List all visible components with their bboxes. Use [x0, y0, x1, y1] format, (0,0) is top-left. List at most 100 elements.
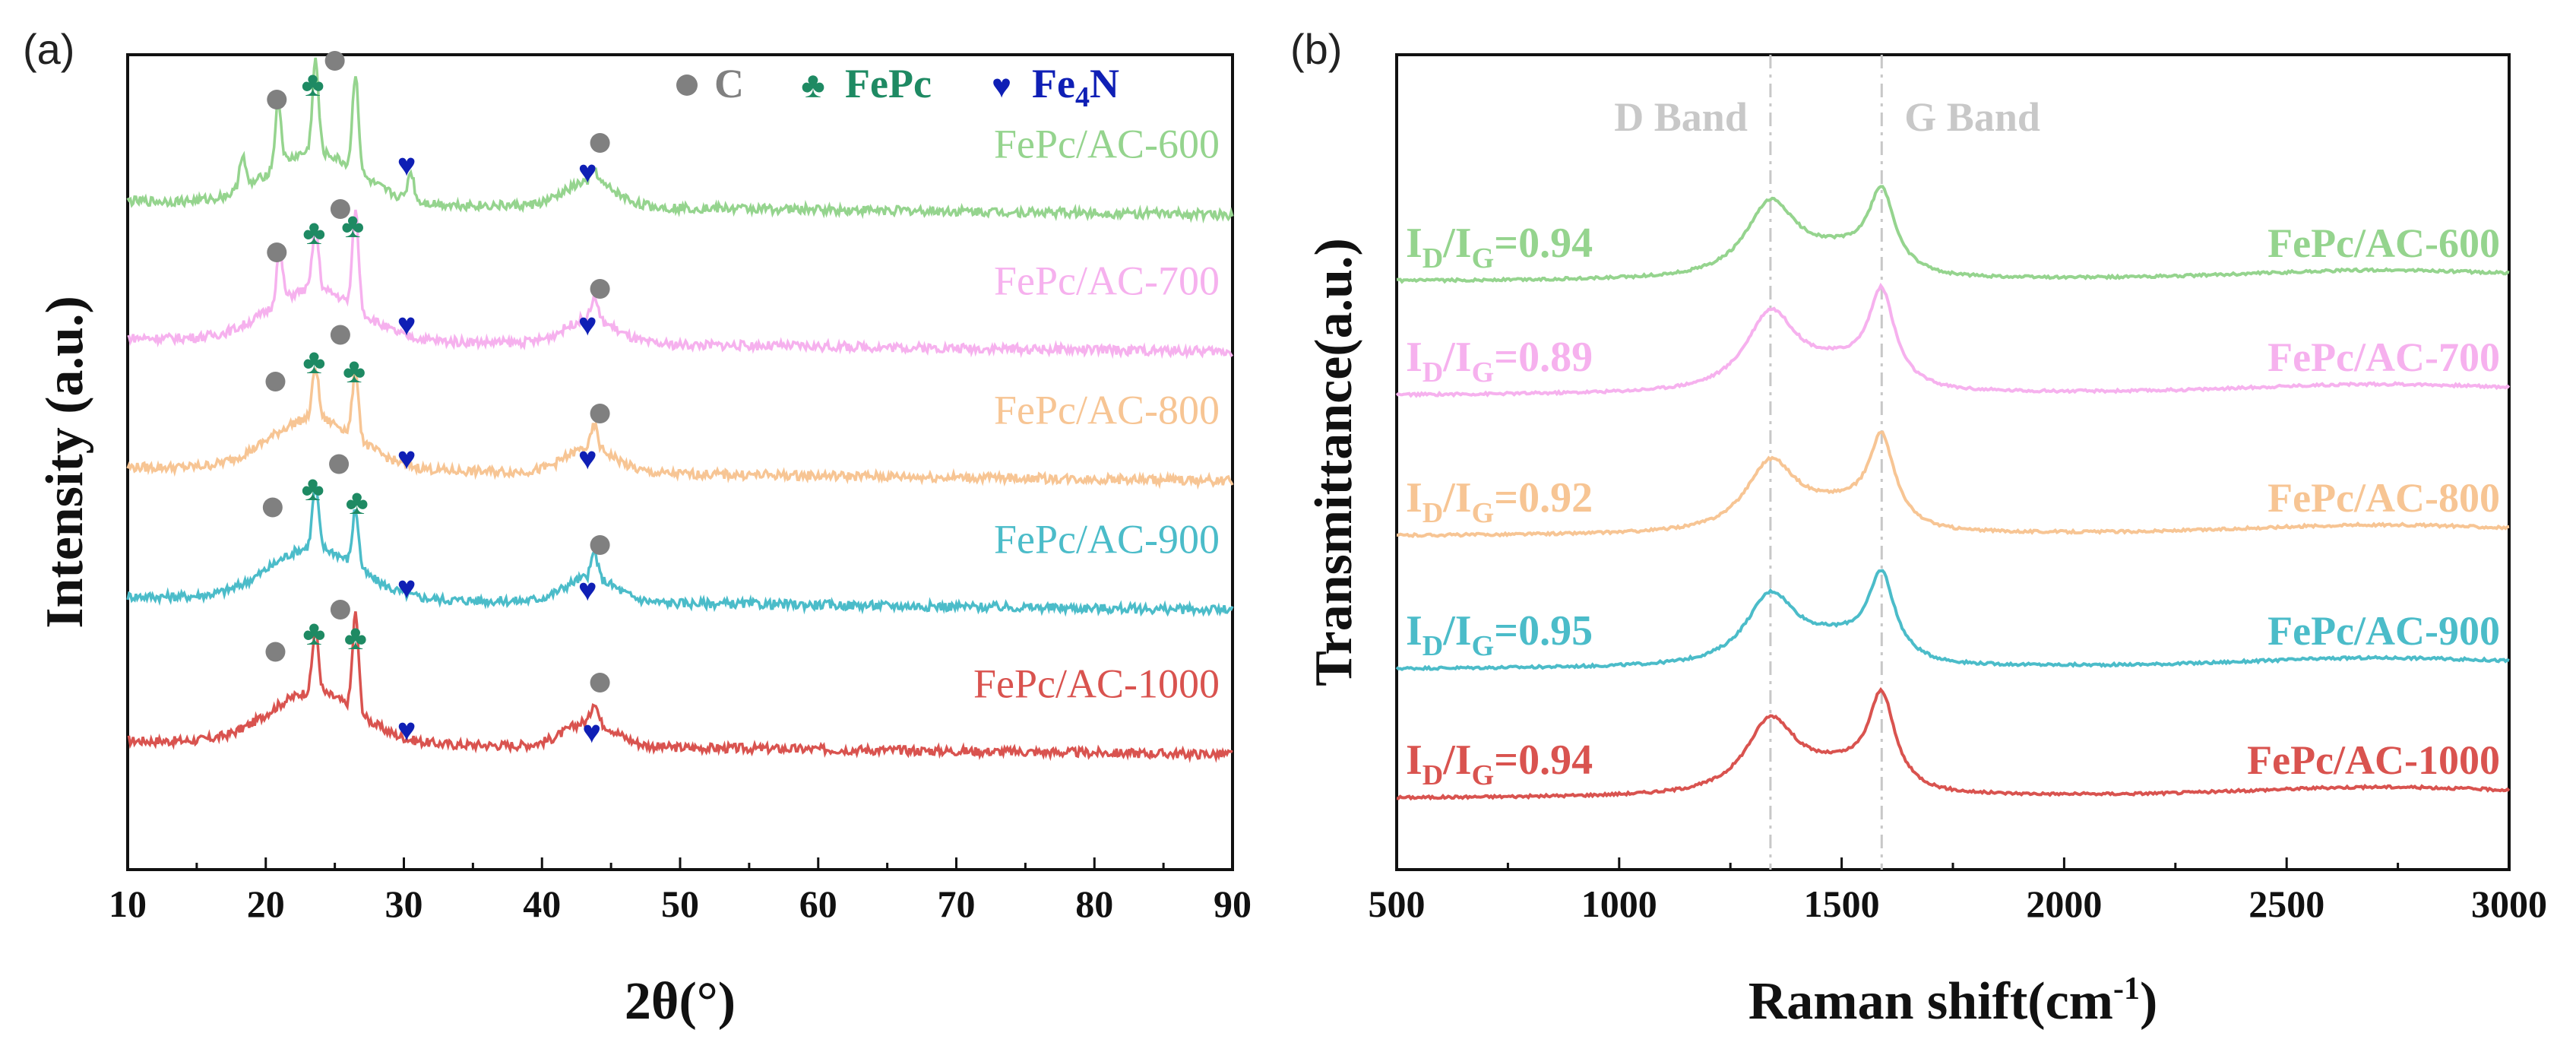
xrd-x-tick-label: 30: [385, 883, 423, 925]
xrd-sample-label: FePc/AC-600: [994, 122, 1220, 167]
xrd-line-fepc-ac-600: [126, 57, 1234, 224]
xrd-x-tick-label: 50: [661, 883, 699, 925]
raman-line-fepc-ac-800: [1396, 430, 2510, 538]
xrd-y-axis-title: Intensity (a.u.): [36, 296, 94, 629]
carbon-peak-marker: [590, 535, 610, 555]
raman-ratio-label: ID/IG=0.95: [1406, 607, 1593, 662]
carbon-peak-marker: [324, 51, 345, 71]
xrd-line-fepc-ac-1000: [127, 611, 1233, 763]
carbon-peak-marker: [590, 133, 610, 153]
xrd-sample-label: FePc/AC-700: [994, 258, 1220, 304]
carbon-peak-marker: [267, 90, 287, 109]
raman-x-tick-label: 2500: [2248, 883, 2324, 925]
raman-band-label: D Band: [1614, 94, 1748, 140]
carbon-peak-marker: [330, 199, 350, 219]
carbon-peak-marker: [329, 454, 350, 474]
raman-sample-label: FePc/AC-900: [2267, 608, 2500, 654]
xrd-x-tick-label: 60: [799, 883, 837, 925]
fepc-peak-marker: ♣: [301, 469, 324, 508]
raman-ratio-label: ID/IG=0.89: [1406, 334, 1593, 388]
raman-ratio-label: ID/IG=0.94: [1406, 737, 1593, 791]
xrd-x-tick-label: 40: [523, 883, 561, 925]
raman-x-tick-label: 1000: [1581, 883, 1657, 925]
fepc-peak-marker: ♣: [344, 618, 367, 657]
raman-x-tick-label: 1500: [1804, 883, 1880, 925]
raman-ratio-label: ID/IG=0.92: [1406, 474, 1593, 529]
carbon-peak-marker: [330, 325, 350, 345]
xrd-x-tick-label: 70: [938, 883, 976, 925]
xrd-sample-labels: FePc/AC-1000 FePc/AC-900 FePc/AC-800 FePc/A…: [973, 122, 1220, 707]
legend-label: FePc: [845, 61, 932, 106]
xrd-legend: C ♣ FePc ♥ Fe4N: [676, 61, 1119, 113]
raman-line-fepc-ac-1000: [1396, 686, 2511, 801]
raman-sample-label: FePc/AC-600: [2267, 220, 2500, 266]
raman-line-fepc-ac-700: [1395, 282, 2511, 398]
xrd-line-fepc-ac-900: [126, 481, 1234, 618]
fe4n-peak-marker: ♥: [578, 442, 597, 477]
fepc-peak-marker: ♣: [302, 342, 325, 381]
carbon-peak-marker: [267, 242, 287, 262]
xrd-line-fepc-ac-800: [126, 363, 1234, 490]
raman-line-fepc-ac-900: [1395, 569, 2510, 671]
xrd-sample-label: FePc/AC-1000: [973, 661, 1220, 707]
panel-b-tag: (b): [1290, 25, 1342, 73]
carbon-peak-marker: [590, 404, 610, 423]
raman-band-label: G Band: [1904, 94, 2040, 140]
fe4n-peak-marker: ♥: [578, 573, 597, 608]
legend-club-icon: ♣: [801, 65, 825, 106]
xrd-x-tick-label: 80: [1075, 883, 1113, 925]
fe4n-peak-marker: ♥: [578, 155, 597, 190]
xrd-x-tick-label: 90: [1214, 883, 1252, 925]
carbon-peak-marker: [265, 642, 286, 662]
raman-x-axis: 500 1000 1500 2000 2500 3000: [1369, 857, 2547, 925]
fe4n-peak-marker: ♥: [397, 442, 416, 477]
raman-ratio-label: ID/IG=0.94: [1406, 220, 1593, 274]
raman-y-axis-title: Transmittance(a.u.): [1305, 238, 1363, 686]
legend-label: Fe4N: [1032, 61, 1119, 113]
fe4n-peak-marker: ♥: [397, 148, 416, 183]
xrd-x-tick-label: 10: [109, 883, 147, 925]
raman-x-tick-label: 500: [1369, 883, 1426, 925]
fepc-peak-marker: ♣: [302, 213, 325, 252]
carbon-peak-marker: [262, 497, 283, 518]
legend-heart-icon: ♥: [992, 68, 1011, 105]
raman-x-tick-label: 2000: [2026, 883, 2102, 925]
raman-sample-label: FePc/AC-700: [2267, 334, 2500, 380]
fepc-peak-marker: ♣: [341, 206, 364, 245]
legend-label: C: [714, 61, 744, 106]
legend-circle-icon: [676, 74, 698, 96]
panel-raman: (b) D Band G Band FePc/AC-1000ID/IG=0.94F…: [1290, 25, 2547, 1031]
carbon-peak-marker: [330, 600, 350, 620]
fe4n-peak-marker: ♥: [582, 715, 601, 750]
fe4n-peak-marker: ♥: [578, 308, 597, 343]
fe4n-peak-marker: ♥: [397, 713, 416, 748]
xrd-x-axis-title: 2θ(°): [625, 972, 736, 1031]
xrd-series-group: [126, 57, 1234, 763]
panel-a-tag: (a): [23, 25, 74, 73]
raman-line-fepc-ac-600: [1396, 185, 2510, 284]
carbon-peak-marker: [265, 372, 286, 391]
xrd-sample-label: FePc/AC-800: [994, 388, 1220, 433]
xrd-x-tick-label: 20: [247, 883, 285, 925]
raman-x-tick-label: 3000: [2471, 883, 2547, 925]
raman-sample-labels: FePc/AC-1000 ID/IG=0.94 FePc/AC-900 ID/IG=0…: [1406, 220, 2500, 791]
panel-xrd: (a) ♣ ♣♥ ♥♣ ♣♥ ♥♣ ♣♥ ♥♣ ♣♥ ♥♣♥ ♥ FePc/AC-1000FePc…: [23, 25, 1252, 1031]
xrd-x-axis: 10 20 30 40 50 60 70 80 90: [109, 857, 1252, 925]
xrd-peak-markers: ♣ ♣ ♥ ♥ ♣ ♣ ♥ ♥ ♣ ♣ ♥ ♥ ♣ ♣ ♥ ♥ ♣ ♥ ♥: [262, 51, 610, 750]
carbon-peak-marker: [590, 673, 610, 692]
fepc-peak-marker: ♣: [301, 65, 324, 103]
raman-sample-label: FePc/AC-1000: [2247, 737, 2500, 783]
fepc-peak-marker: ♣: [346, 483, 369, 521]
xrd-sample-label: FePc/AC-900: [994, 517, 1220, 563]
fe4n-peak-marker: ♥: [397, 308, 416, 343]
carbon-peak-marker: [590, 279, 610, 299]
fepc-peak-marker: ♣: [302, 613, 325, 652]
fepc-peak-marker: ♣: [343, 351, 366, 390]
raman-band-lines: D Band G Band: [1614, 55, 2040, 870]
fe4n-peak-marker: ♥: [397, 571, 416, 606]
raman-series-group: [1395, 185, 2511, 801]
xrd-line-fepc-ac-700: [127, 209, 1234, 360]
raman-x-axis-title: Raman shift(cm-1): [1748, 971, 2158, 1031]
raman-sample-label: FePc/AC-800: [2267, 475, 2500, 521]
